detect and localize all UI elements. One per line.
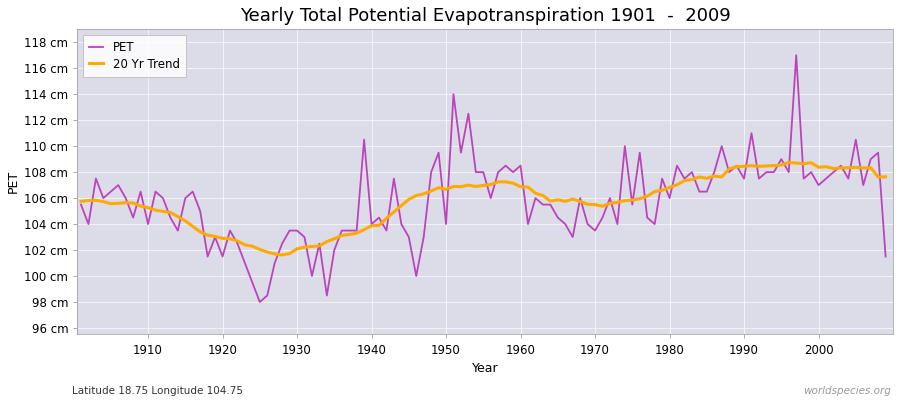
Line: PET: PET [81, 55, 886, 302]
X-axis label: Year: Year [472, 362, 499, 375]
PET [515, 163, 526, 168]
20 Yr Trend [351, 231, 362, 236]
20 Yr Trend [515, 184, 526, 189]
20 Yr Trend [307, 244, 318, 249]
PET [612, 222, 623, 226]
20 Yr Trend [523, 185, 534, 190]
Title: Yearly Total Potential Evapotranspiration 1901  -  2009: Yearly Total Potential Evapotranspiratio… [239, 7, 731, 25]
PET [523, 222, 534, 226]
PET [791, 53, 802, 58]
20 Yr Trend [612, 200, 623, 205]
PET [135, 189, 146, 194]
Text: Latitude 18.75 Longitude 104.75: Latitude 18.75 Longitude 104.75 [72, 386, 243, 396]
PET [880, 254, 891, 259]
Legend: PET, 20 Yr Trend: PET, 20 Yr Trend [83, 35, 185, 76]
Text: worldspecies.org: worldspecies.org [803, 386, 891, 396]
20 Yr Trend [76, 199, 86, 204]
20 Yr Trend [276, 252, 287, 257]
PET [76, 202, 86, 207]
Y-axis label: PET: PET [7, 170, 20, 194]
20 Yr Trend [135, 204, 146, 208]
Line: 20 Yr Trend: 20 Yr Trend [81, 162, 886, 255]
PET [351, 228, 362, 233]
20 Yr Trend [880, 174, 891, 179]
20 Yr Trend [783, 160, 794, 165]
PET [255, 300, 266, 304]
PET [307, 274, 318, 278]
